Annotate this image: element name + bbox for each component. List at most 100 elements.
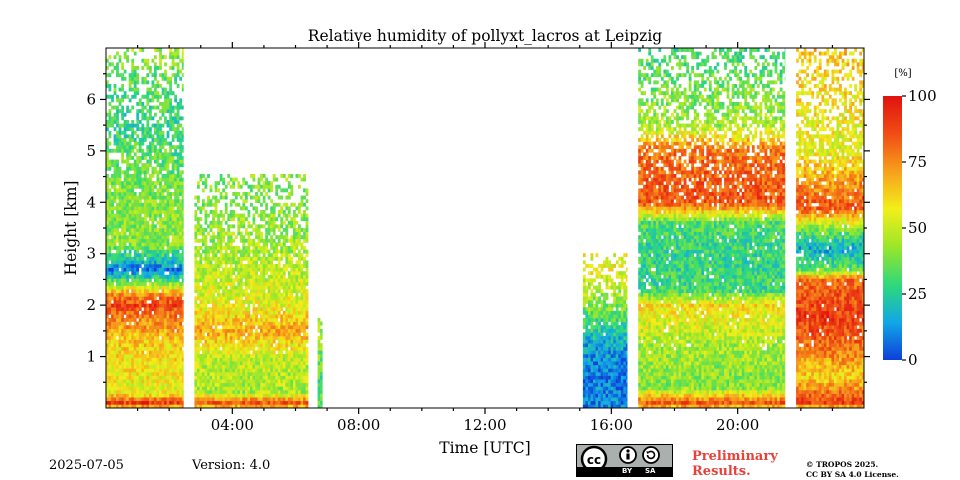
- heat-cell: [113, 307, 117, 312]
- heat-cell: [222, 296, 225, 301]
- heat-cell: [250, 343, 253, 348]
- heat-cell: [298, 336, 301, 340]
- heat-cell: [295, 246, 299, 250]
- heat-cell: [212, 289, 215, 294]
- heat-cell: [229, 177, 233, 182]
- heat-cell: [209, 188, 213, 193]
- heat-cell: [176, 339, 180, 344]
- heat-cell: [214, 310, 218, 315]
- heat-cell: [239, 289, 243, 294]
- heat-cell: [121, 84, 124, 88]
- heat-cell: [280, 386, 284, 391]
- heat-cell: [131, 332, 135, 337]
- heat-cell: [123, 127, 127, 132]
- heat-cell: [141, 235, 145, 240]
- heat-cell: [202, 325, 205, 330]
- heat-cell: [133, 339, 137, 344]
- heat-cell: [222, 357, 225, 362]
- heat-cell: [141, 127, 145, 132]
- heat-cell: [300, 386, 304, 391]
- heat-cell: [131, 213, 135, 218]
- heat-cell: [282, 364, 286, 369]
- heat-cell: [305, 357, 309, 362]
- heat-cell: [224, 318, 228, 322]
- heat-cell: [146, 364, 150, 369]
- heat-cell: [247, 285, 251, 290]
- heat-cell: [270, 336, 273, 340]
- heat-cell: [272, 210, 276, 214]
- heat-cell: [176, 264, 180, 268]
- heat-cell: [138, 361, 142, 366]
- heat-cell: [161, 400, 165, 405]
- heat-cell: [128, 364, 132, 369]
- heat-cell: [131, 386, 135, 391]
- heat-cell: [252, 242, 256, 247]
- heat-cell: [214, 354, 218, 358]
- heat-cell: [305, 296, 309, 301]
- heat-cell: [118, 210, 122, 214]
- heat-cell: [227, 217, 231, 222]
- heat-cell: [260, 224, 263, 229]
- heat-cell: [149, 127, 152, 132]
- heat-cell: [179, 235, 183, 240]
- heat-cell: [106, 375, 109, 380]
- heat-cell: [197, 364, 200, 369]
- heat-cell: [171, 267, 175, 272]
- heat-cell: [156, 206, 160, 211]
- heat-cell: [161, 73, 165, 78]
- chart-title: Relative humidity of pollyxt_lacros at L…: [308, 27, 663, 45]
- heat-cell: [199, 228, 203, 232]
- heat-cell: [111, 390, 114, 394]
- heat-cell: [212, 343, 215, 348]
- heat-cell: [181, 206, 184, 211]
- heat-cell: [156, 379, 160, 384]
- heat-cell: [128, 393, 132, 398]
- heat-cell: [156, 339, 160, 344]
- heat-cell: [179, 217, 183, 222]
- heat-cell: [207, 278, 210, 283]
- heat-cell: [275, 354, 279, 358]
- heat-cell: [154, 91, 157, 96]
- heat-cell: [108, 238, 112, 243]
- heat-cell: [116, 357, 119, 362]
- heat-cell: [136, 321, 140, 326]
- heat-cell: [207, 253, 210, 258]
- heat-cell: [128, 339, 132, 344]
- heat-cell: [295, 390, 299, 394]
- heat-cell: [300, 379, 304, 384]
- heat-cell: [164, 210, 167, 214]
- heat-cell: [131, 138, 135, 142]
- heat-cell: [128, 382, 132, 387]
- heat-cell: [262, 325, 266, 330]
- heat-cell: [247, 307, 251, 312]
- heat-cell: [121, 202, 124, 207]
- heat-cell: [131, 148, 135, 153]
- heat-cell: [224, 271, 228, 276]
- heat-cell: [234, 253, 238, 258]
- heat-cell: [287, 343, 291, 348]
- heat-cell: [277, 256, 281, 261]
- heat-cell: [290, 267, 294, 272]
- heat-cell: [106, 285, 109, 290]
- heat-cell: [300, 375, 304, 380]
- heat-cell: [159, 228, 162, 232]
- heat-cell: [166, 307, 170, 312]
- heat-cell: [161, 224, 165, 229]
- heat-cell: [181, 325, 184, 330]
- heat-cell: [118, 246, 122, 250]
- heat-cell: [222, 354, 225, 358]
- heat-cell: [234, 357, 238, 362]
- heat-cell: [164, 267, 167, 272]
- heat-cell: [204, 282, 208, 286]
- heat-cell: [133, 170, 137, 175]
- heat-cell: [106, 145, 109, 150]
- heat-cell: [252, 382, 256, 387]
- heat-cell: [151, 116, 155, 121]
- heat-cell: [118, 73, 122, 78]
- heat-cell: [164, 141, 167, 146]
- heat-cell: [111, 206, 114, 211]
- heat-cell: [275, 372, 279, 376]
- heat-cell: [265, 390, 268, 394]
- heat-cell: [118, 109, 122, 114]
- heat-cell: [298, 325, 301, 330]
